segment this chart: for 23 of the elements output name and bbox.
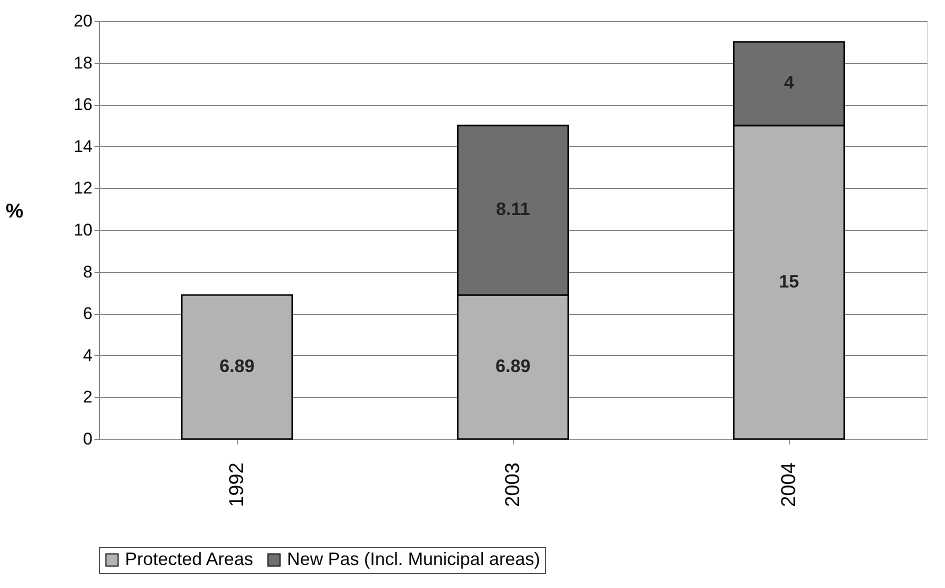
y-axis-title: % <box>6 200 24 222</box>
y-tick-label: 8 <box>83 262 92 282</box>
data-label: 15 <box>778 271 800 292</box>
data-label: 8.11 <box>496 199 530 220</box>
y-tick-label: 4 <box>83 346 92 365</box>
y-tick-label: 2 <box>83 388 92 407</box>
y-tick-label: 14 <box>74 136 92 156</box>
x-tick-label: 2003 <box>502 462 524 507</box>
y-tick-label: 0 <box>83 430 92 448</box>
y-tick-label: 18 <box>74 53 92 72</box>
legend-label: Protected Areas <box>125 549 254 569</box>
bar <box>181 294 293 440</box>
x-tick-label: 2004 <box>778 462 800 507</box>
data-label: 6.89 <box>495 356 531 376</box>
y-tick-label: 20 <box>74 12 92 30</box>
data-label: 6.89 <box>219 356 255 376</box>
y-tick-label: 16 <box>74 95 92 114</box>
legend-label: New Pas (Incl. Municipal areas) <box>287 549 540 569</box>
x-tick-label: 1992 <box>226 462 248 507</box>
y-tick-label: 6 <box>83 304 92 324</box>
y-tick-label: 12 <box>74 178 92 198</box>
data-label: 4 <box>784 72 794 93</box>
y-tick-label: 10 <box>74 220 92 240</box>
